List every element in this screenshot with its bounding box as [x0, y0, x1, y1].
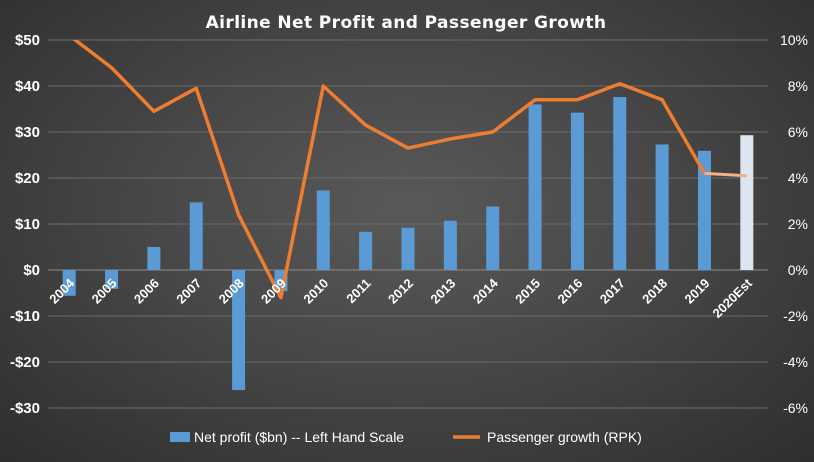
right-tick-label-3: 4% [788, 170, 808, 186]
right-tick-label-6: -2% [783, 308, 808, 324]
left-axis: $50 $40 $30 $20 $10 $0 -$10 -$20 -$30 [10, 32, 40, 417]
left-tick-label-7: -$20 [10, 354, 40, 371]
bar-2012 [401, 227, 415, 270]
x-tick-label-2007: 2007 [173, 276, 204, 307]
bar-2007 [189, 202, 203, 270]
x-tick-label-2018: 2018 [639, 276, 670, 307]
left-tick-label-3: $20 [15, 170, 40, 187]
x-tick-label-2017: 2017 [597, 276, 628, 307]
right-axis: 10% 8% 6% 4% 2% 0% -2% -4% -6% [780, 32, 808, 416]
right-tick-label-0: 10% [780, 32, 808, 48]
bar-2013 [443, 220, 457, 270]
right-tick-label-7: -4% [783, 354, 808, 370]
legend-line-label: Passenger growth (RPK) [487, 429, 642, 445]
bar-2010 [316, 190, 330, 270]
x-tick-label-2016: 2016 [554, 276, 585, 307]
x-tick-label-2010: 2010 [300, 276, 331, 307]
left-tick-label-2: $30 [15, 124, 40, 141]
x-tick-label-2019: 2019 [682, 276, 713, 307]
x-tick-label-2013: 2013 [427, 276, 458, 307]
x-axis: 2004 2005 2006 2007 2008 2009 2010 2011 2012 2013… [46, 275, 755, 321]
left-tick-label-4: $10 [15, 216, 40, 233]
bar-2011 [359, 231, 373, 270]
line-series [72, 40, 747, 300]
legend-bar-label: Net profit ($bn) -- Left Hand Scale [194, 429, 404, 445]
x-tick-label-2014: 2014 [470, 275, 502, 307]
left-tick-label-1: $40 [15, 78, 40, 95]
bar-2014 [486, 206, 500, 270]
bar-2019 [697, 150, 711, 270]
x-tick-label-2006: 2006 [131, 276, 162, 307]
bar-2006 [147, 247, 161, 270]
x-tick-label-2015: 2015 [512, 276, 543, 307]
bar-2016 [570, 112, 584, 271]
bar-series [62, 97, 754, 391]
bar-2004 [62, 270, 76, 296]
left-tick-label-0: $50 [15, 32, 40, 49]
x-tick-label-2020Est: 2020Est [710, 275, 756, 321]
right-tick-label-4: 2% [788, 216, 808, 232]
series-line [72, 40, 707, 300]
legend: Net profit ($bn) -- Left Hand Scale Pass… [170, 429, 642, 445]
right-tick-label-8: -6% [783, 400, 808, 416]
right-tick-label-5: 0% [788, 262, 808, 278]
bar-2008 [232, 270, 246, 391]
right-tick-label-1: 8% [788, 78, 808, 94]
bar-2017 [613, 97, 627, 270]
bar-2015 [528, 104, 542, 271]
bar-2018 [655, 144, 669, 270]
bar-2005 [105, 270, 119, 289]
x-tick-label-2011: 2011 [343, 276, 374, 307]
series-line-estimate [704, 171, 747, 178]
left-tick-label-8: -$30 [10, 400, 40, 417]
chart-title: Airline Net Profit and Passenger Growth [206, 13, 607, 33]
legend-bar-swatch [170, 432, 190, 442]
right-tick-label-2: 6% [788, 124, 808, 140]
x-tick-label-2012: 2012 [385, 276, 416, 307]
bar-2020Est [740, 135, 754, 270]
left-tick-label-6: -$10 [10, 308, 40, 325]
left-tick-label-5: $0 [23, 262, 40, 279]
